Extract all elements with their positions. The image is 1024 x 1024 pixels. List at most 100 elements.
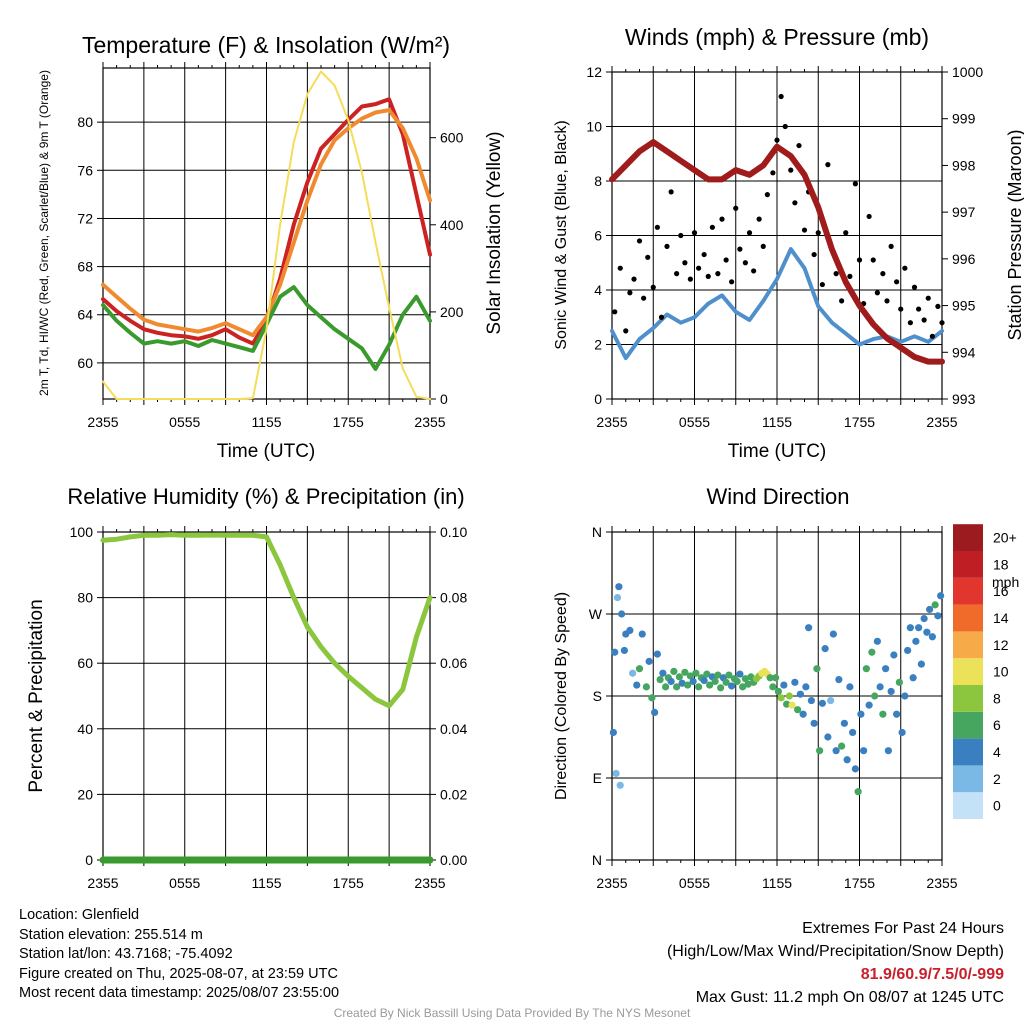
gust-point (778, 93, 784, 100)
direction-point (821, 645, 829, 653)
y-tick-label: 72 (77, 210, 93, 226)
direction-point (882, 665, 890, 673)
y-tick-label: 12 (586, 64, 602, 80)
gust-point (870, 257, 876, 263)
direction-point (794, 706, 802, 714)
direction-point (862, 665, 870, 673)
gust-point (751, 268, 757, 274)
gust-point (939, 320, 945, 326)
direction-point (692, 669, 700, 677)
x-tick-label: 2355 (87, 414, 118, 430)
gust-point (650, 284, 656, 290)
direction-point (791, 678, 799, 686)
direction-point (851, 765, 859, 773)
y-tick-label: 4 (594, 282, 602, 298)
gust-point (682, 260, 688, 266)
direction-point (733, 677, 741, 686)
gust-point (921, 317, 927, 323)
direction-point (805, 624, 813, 632)
direction-point (871, 692, 879, 700)
gust-point (678, 232, 684, 239)
y-tick-right-label: 998 (952, 157, 976, 173)
series-line-3 (102, 70, 431, 400)
gust-point (819, 281, 825, 288)
direction-point (785, 692, 793, 700)
direction-point (832, 747, 840, 755)
gust-point (742, 260, 748, 266)
gust-point (935, 303, 941, 309)
direction-point (854, 788, 862, 796)
legend-label: 16 (993, 583, 1009, 599)
station-location: Location: Glenfield (19, 907, 140, 923)
gust-point (815, 230, 821, 236)
gust-point (929, 333, 935, 339)
direction-point (717, 684, 725, 692)
x-tick-label: 0555 (169, 875, 200, 891)
pressure-line (609, 139, 945, 365)
x-tick-label: 0555 (169, 414, 200, 430)
gust-point (792, 200, 798, 206)
y-tick-label: 40 (77, 721, 93, 737)
panel-1: 2355 0555 1155 1755 2355 0 2 4 6 8 10 12 993 994 995 99… (553, 24, 1024, 462)
direction-point (840, 719, 848, 727)
direction-point (744, 680, 752, 688)
direction-point (816, 747, 824, 755)
direction-point (887, 687, 895, 696)
direction-point (739, 683, 747, 691)
direction-point (923, 628, 931, 636)
gust-point (847, 273, 853, 279)
direction-point (824, 733, 832, 741)
direction-point (807, 696, 815, 705)
legend-swatch (953, 631, 983, 659)
legend-swatch (953, 577, 983, 605)
y-tick-label: S (593, 688, 602, 704)
direction-point (651, 708, 659, 717)
gust-point (839, 298, 845, 304)
y-tick-right-label: 200 (440, 304, 464, 320)
gust-point (811, 251, 817, 258)
recent-timestamp: Most recent data timestamp: 2025/08/07 2… (19, 985, 340, 1001)
gust-point (894, 279, 900, 285)
direction-point (725, 671, 733, 679)
gust-point (898, 306, 904, 312)
direction-point (810, 719, 818, 727)
gust-point (623, 328, 629, 334)
gust-point (691, 230, 698, 236)
direction-point (615, 583, 623, 591)
direction-point (626, 626, 634, 635)
x-tick-label: 2355 (414, 414, 445, 430)
direction-point (648, 694, 656, 702)
legend-label: 10 (993, 664, 1009, 680)
gust-point (880, 271, 886, 277)
gust-point (631, 276, 637, 282)
legend-label: 0 (993, 798, 1001, 814)
direction-point (769, 683, 777, 691)
chart-title: Relative Humidity (%) & Precipitation (i… (67, 484, 464, 509)
direction-point (728, 682, 736, 690)
y-tick-right-label: 994 (952, 344, 976, 360)
y-axis-label: Direction (Colored By Speed) (553, 592, 570, 800)
y-tick-right-label: 0.06 (440, 655, 467, 671)
direction-point (860, 747, 868, 755)
direction-point (835, 676, 843, 684)
direction-point (904, 646, 912, 655)
gust-point (658, 314, 665, 320)
gust-point (705, 273, 711, 279)
y-tick-right-label: 996 (952, 251, 976, 267)
direction-point (893, 710, 901, 718)
y-axis-right-label: Solar Insolation (Yellow) (484, 131, 505, 334)
y-tick-label: 60 (77, 655, 93, 671)
gust-point (884, 298, 890, 304)
series-line-1 (101, 108, 432, 338)
y-tick-label: N (592, 852, 602, 868)
direction-point (865, 701, 873, 709)
y-tick-label: 2 (594, 337, 602, 353)
y-tick-label: 20 (77, 786, 93, 802)
legend-swatch (953, 604, 983, 632)
direction-point (611, 648, 619, 656)
gust-point (729, 279, 735, 285)
direction-point (909, 674, 917, 682)
x-tick-label: 2355 (87, 875, 118, 891)
extremes-subtitle: (High/Low/Max Wind/Precipitation/Snow De… (666, 943, 1004, 960)
x-tick-label: 1755 (333, 875, 364, 891)
